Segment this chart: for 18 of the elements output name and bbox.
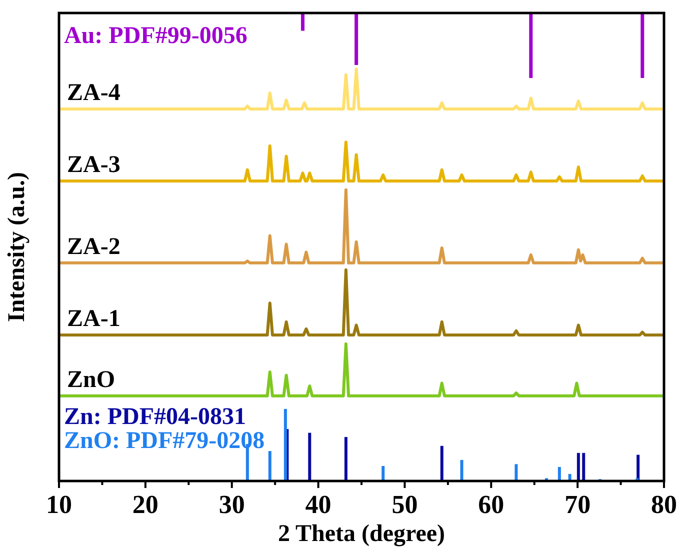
series-label: Zn: PDF#04-0831 bbox=[64, 404, 246, 430]
series-label: ZA-2 bbox=[67, 234, 120, 260]
series-label: ZnO: PDF#79-0208 bbox=[64, 428, 265, 454]
x-tick-label: 20 bbox=[132, 490, 158, 519]
x-tick-label: 60 bbox=[478, 490, 504, 519]
x-tick-label: 40 bbox=[305, 490, 332, 519]
y-axis-title: Intensity (a.u.) bbox=[4, 172, 30, 322]
x-tick-label: 80 bbox=[651, 490, 677, 519]
x-axis-title: 2 Theta (degree) bbox=[278, 521, 446, 547]
series-label: ZA-3 bbox=[67, 152, 120, 178]
x-tick-label: 10 bbox=[46, 490, 72, 519]
text: Au: PDF#99-0056 bbox=[64, 23, 248, 49]
series-label: ZA-1 bbox=[67, 306, 120, 332]
series-label: ZA-4 bbox=[67, 80, 120, 106]
x-tick-label: 30 bbox=[218, 490, 245, 519]
x-tick-label: 50 bbox=[392, 490, 418, 519]
x-tick-label: 70 bbox=[564, 490, 591, 519]
series-label: ZnO bbox=[67, 366, 116, 393]
